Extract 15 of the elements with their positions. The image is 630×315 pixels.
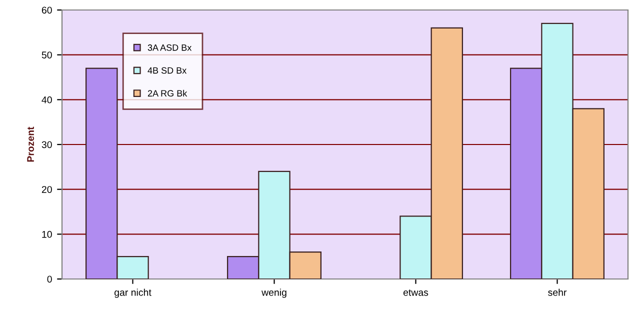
y-tick-label: 10 — [42, 230, 52, 238]
legend-label: 2A RG Bk — [148, 90, 188, 97]
y-axis-title: Prozent — [27, 126, 34, 162]
y-tick-label: 60 — [42, 6, 52, 14]
y-tick-label: 50 — [42, 52, 52, 58]
x-tick-label: wenig — [262, 288, 286, 298]
y-tick-label: 40 — [42, 96, 52, 104]
legend-label: 4B SD Bx — [148, 67, 187, 74]
y-tick-label: 20 — [42, 186, 52, 193]
x-tick-label: gar nicht — [114, 288, 152, 298]
y-tick-label: 0 — [47, 276, 52, 283]
y-tick-label: 30 — [42, 141, 52, 148]
x-tick-label: sehr — [548, 288, 567, 296]
x-tick-label: etwas — [403, 289, 428, 296]
legend-label: 3A ASD Bx — [148, 44, 192, 51]
